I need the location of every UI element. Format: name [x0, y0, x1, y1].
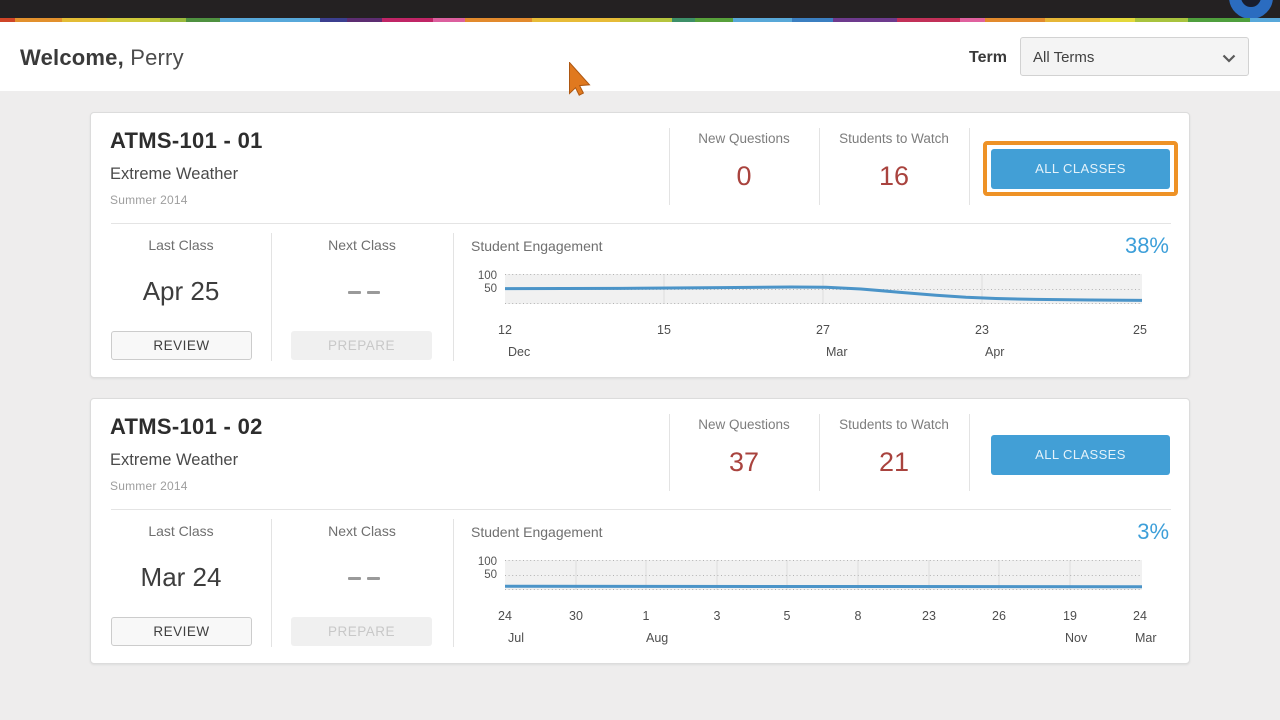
- svg-text:Jul: Jul: [508, 631, 524, 645]
- svg-text:23: 23: [975, 323, 989, 337]
- svg-text:1: 1: [643, 609, 650, 623]
- svg-text:3: 3: [714, 609, 721, 623]
- svg-text:Dec: Dec: [508, 345, 530, 359]
- svg-text:24: 24: [1133, 609, 1147, 623]
- svg-text:26: 26: [992, 609, 1006, 623]
- svg-text:Apr: Apr: [985, 345, 1004, 359]
- svg-text:50: 50: [484, 569, 497, 581]
- svg-text:19: 19: [1063, 609, 1077, 623]
- svg-text:Mar: Mar: [826, 345, 848, 359]
- svg-text:100: 100: [478, 556, 497, 568]
- svg-text:50: 50: [484, 283, 497, 295]
- svg-text:Nov: Nov: [1065, 631, 1088, 645]
- svg-text:5: 5: [784, 609, 791, 623]
- svg-text:27: 27: [816, 323, 830, 337]
- svg-text:Aug: Aug: [646, 631, 668, 645]
- svg-text:23: 23: [922, 609, 936, 623]
- svg-text:25: 25: [1133, 323, 1147, 337]
- svg-text:Mar: Mar: [1135, 631, 1157, 645]
- svg-text:100: 100: [478, 270, 497, 282]
- svg-text:15: 15: [657, 323, 671, 337]
- svg-text:8: 8: [855, 609, 862, 623]
- svg-text:12: 12: [498, 323, 512, 337]
- svg-text:24: 24: [498, 609, 512, 623]
- svg-text:30: 30: [569, 609, 583, 623]
